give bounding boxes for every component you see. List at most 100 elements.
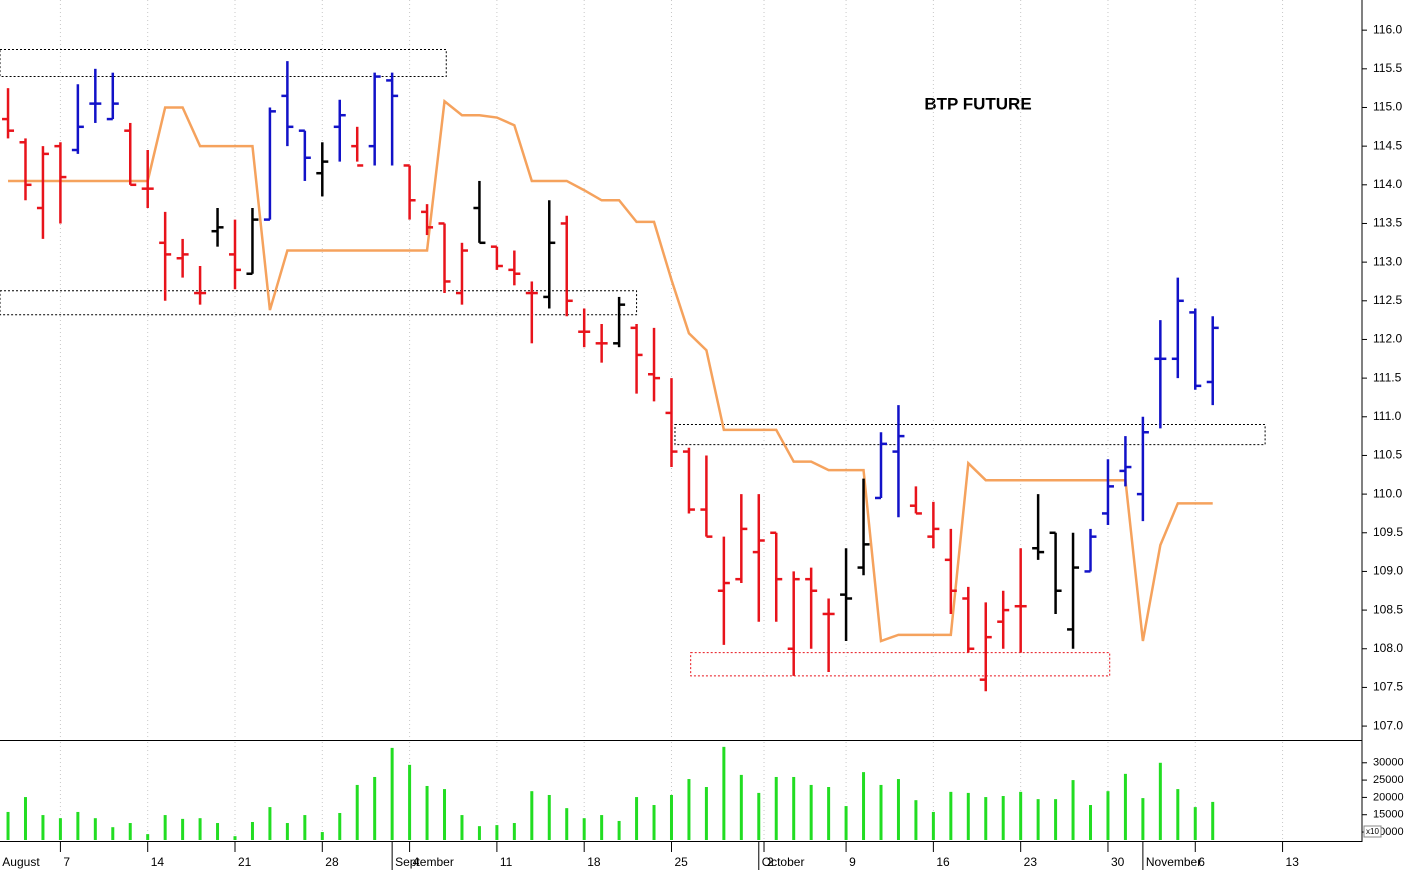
volume-y-tick-label: 15000 bbox=[1373, 809, 1404, 821]
volume-bar bbox=[198, 818, 202, 840]
volume-bar bbox=[1036, 799, 1040, 840]
x-tick-label: 14 bbox=[151, 855, 165, 869]
chart-title: BTP FUTURE bbox=[924, 94, 1031, 113]
y-tick-label: 107.0 bbox=[1373, 718, 1403, 732]
volume-bar bbox=[1071, 780, 1075, 840]
volume-bar bbox=[687, 779, 691, 840]
volume-bar bbox=[1106, 791, 1110, 840]
volume-bar bbox=[862, 772, 866, 840]
volume-bar bbox=[425, 785, 429, 840]
y-tick-label: 109.5 bbox=[1373, 525, 1403, 539]
x-tick-label: 28 bbox=[325, 855, 339, 869]
x-tick-label: 9 bbox=[849, 855, 856, 869]
volume-bar bbox=[41, 815, 45, 840]
volume-bar bbox=[827, 787, 831, 840]
y-tick-label: 112.0 bbox=[1373, 332, 1402, 346]
x-month-label: August bbox=[2, 855, 40, 869]
x-tick-label: 16 bbox=[936, 855, 950, 869]
zone bbox=[690, 652, 1111, 677]
x-month-label: November bbox=[1146, 855, 1201, 869]
x-tick-label: 13 bbox=[1286, 855, 1300, 869]
volume-bar bbox=[792, 776, 796, 840]
volume-bar bbox=[739, 774, 743, 840]
y-tick-label: 109.0 bbox=[1373, 564, 1403, 578]
volume-bar bbox=[477, 826, 481, 840]
volume-bar bbox=[390, 747, 394, 840]
y-tick-label: 108.0 bbox=[1373, 641, 1403, 655]
zone bbox=[0, 48, 447, 78]
volume-bar bbox=[1001, 796, 1005, 840]
volume-bar bbox=[111, 827, 115, 840]
x-tick-label: 18 bbox=[587, 855, 601, 869]
volume-bar bbox=[530, 791, 534, 840]
volume-y-tick-label: 30000 bbox=[1373, 757, 1404, 769]
y-tick-label: 114.5 bbox=[1373, 138, 1402, 152]
volume-bar bbox=[1193, 807, 1197, 840]
volume-bar bbox=[879, 784, 883, 840]
volume-bar bbox=[373, 776, 377, 840]
volume-note: x10 bbox=[1366, 827, 1379, 836]
zone bbox=[0, 290, 638, 316]
y-tick-label: 108.5 bbox=[1373, 602, 1403, 616]
x-tick-label: 7 bbox=[63, 855, 70, 869]
y-tick-label: 111.0 bbox=[1373, 409, 1402, 423]
x-tick-label: 4 bbox=[413, 855, 420, 869]
volume-bar bbox=[914, 800, 918, 840]
volume-bar bbox=[704, 787, 708, 840]
volume-bar bbox=[408, 764, 412, 840]
y-tick-label: 116.0 bbox=[1373, 22, 1402, 36]
y-tick-label: 110.5 bbox=[1373, 448, 1402, 462]
overlay-line bbox=[8, 98, 1213, 643]
volume-bar bbox=[617, 820, 621, 840]
volume-bar bbox=[547, 794, 551, 840]
volume-bar bbox=[1158, 762, 1162, 840]
y-tick-label: 110.0 bbox=[1373, 486, 1402, 500]
volume-bar bbox=[268, 807, 272, 840]
volume-bar bbox=[757, 792, 761, 840]
volume-bar bbox=[163, 815, 167, 840]
volume-bar bbox=[320, 832, 324, 840]
volume-bar bbox=[896, 779, 900, 840]
volume-bar bbox=[565, 808, 569, 840]
x-tick-label: 21 bbox=[238, 855, 252, 869]
volume-bar bbox=[181, 818, 185, 840]
volume-note-box bbox=[1363, 825, 1382, 838]
volume-bar bbox=[23, 797, 27, 840]
volume-bar bbox=[652, 805, 656, 840]
y-tick-label: 115.5 bbox=[1373, 61, 1402, 75]
volume-bar bbox=[635, 797, 639, 840]
zone bbox=[674, 424, 1266, 446]
volume-bar bbox=[355, 784, 359, 840]
y-tick-label: 114.0 bbox=[1373, 177, 1402, 191]
volume-bar bbox=[949, 791, 953, 840]
volume-bar bbox=[93, 818, 97, 840]
volume-bar bbox=[233, 836, 237, 840]
volume-bar bbox=[722, 746, 726, 840]
x-tick-label: 23 bbox=[1024, 855, 1038, 869]
volume-bar bbox=[1089, 805, 1093, 840]
x-tick-label: 11 bbox=[500, 855, 513, 869]
volume-bar bbox=[669, 794, 673, 840]
volume-bar bbox=[495, 825, 499, 840]
volume-bar bbox=[76, 811, 80, 840]
x-tick-label: 25 bbox=[674, 855, 688, 869]
volume-bar bbox=[582, 818, 586, 840]
y-tick-label: 107.5 bbox=[1373, 680, 1403, 694]
volume-bar bbox=[1176, 789, 1180, 840]
volume-bar bbox=[931, 811, 935, 840]
x-tick-label: 2 bbox=[767, 855, 774, 869]
volume-bar bbox=[216, 823, 220, 840]
volume-bar bbox=[809, 784, 813, 840]
volume-bar bbox=[774, 776, 778, 840]
y-tick-label: 113.0 bbox=[1373, 254, 1402, 268]
x-tick-label: 6 bbox=[1198, 855, 1205, 869]
y-tick-label: 111.5 bbox=[1373, 370, 1402, 384]
volume-bar bbox=[460, 815, 464, 840]
y-tick-label: 113.5 bbox=[1373, 216, 1402, 230]
volume-bar bbox=[443, 789, 447, 840]
volume-bar bbox=[984, 797, 988, 840]
volume-bar bbox=[6, 811, 10, 840]
volume-bar bbox=[966, 792, 970, 840]
